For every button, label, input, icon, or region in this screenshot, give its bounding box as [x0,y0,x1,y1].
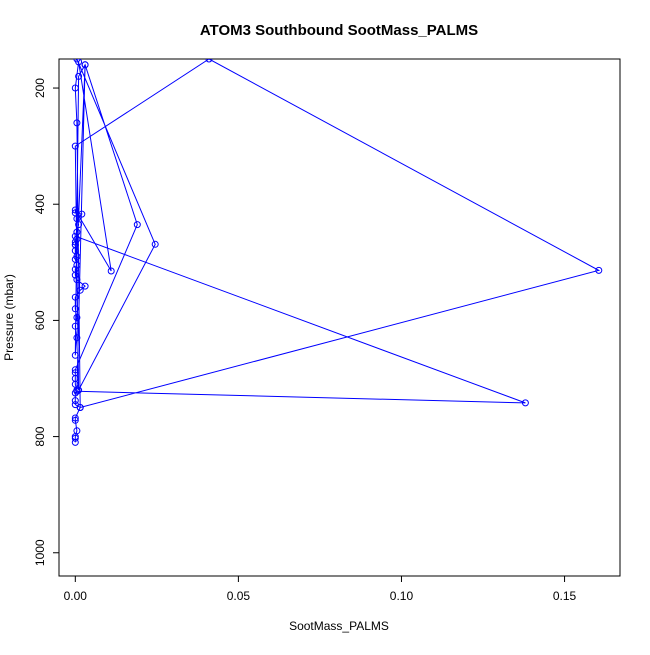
x-tick-label: 0.15 [553,589,577,603]
data-point [73,119,81,127]
data-point [71,238,79,246]
y-tick-label: 1000 [33,539,47,566]
y-tick-label: 200 [33,78,47,98]
data-point [73,276,81,284]
data-point [71,206,79,214]
data-point [71,255,79,263]
data-point [71,241,79,249]
data-point [107,267,115,275]
data-point [73,314,81,321]
data-point [71,366,79,374]
data-point [71,416,79,424]
data-point [71,414,79,422]
x-tick-label: 0.10 [390,589,414,603]
data-point [71,265,79,273]
x-axis-label: SootMass_PALMS [289,619,389,633]
series-clip-group [71,59,603,446]
plot-frame [58,58,621,577]
data-point [71,293,79,301]
data-point [71,84,79,92]
data-point [81,282,89,290]
chart-title: ATOM3 Southbound SootMass_PALMS [200,22,478,39]
y-tick-label: 400 [33,194,47,214]
data-point [75,386,83,394]
y-tick-label: 600 [33,310,47,330]
data-point [75,72,83,80]
y-axis-label: Pressure (mbar) [2,274,16,361]
data-point [76,404,84,411]
series-layer [71,59,603,446]
y-axis: 200 400 600 800 1000 [33,78,59,566]
data-point [71,305,79,313]
data-point [71,351,79,359]
data-point [205,59,213,63]
data-point [78,210,86,218]
data-point [71,397,79,405]
data-point [151,240,159,248]
data-point [71,209,79,217]
data-point [73,228,81,236]
data-point [73,59,81,63]
x-axis: 0.00 0.05 0.10 0.15 [64,576,577,603]
data-point [133,221,141,229]
y-tick-label: 800 [33,426,47,446]
x-tick-label: 0.00 [64,589,88,603]
x-tick-label: 0.05 [227,589,251,603]
data-point [521,399,529,407]
data-point [73,334,81,342]
data-point [81,61,89,69]
series-line [74,59,601,443]
data-point [595,266,603,274]
data-point [71,142,79,150]
data-point [71,322,79,330]
data-point [76,286,84,294]
data-point [73,427,81,435]
data-point [71,369,79,377]
